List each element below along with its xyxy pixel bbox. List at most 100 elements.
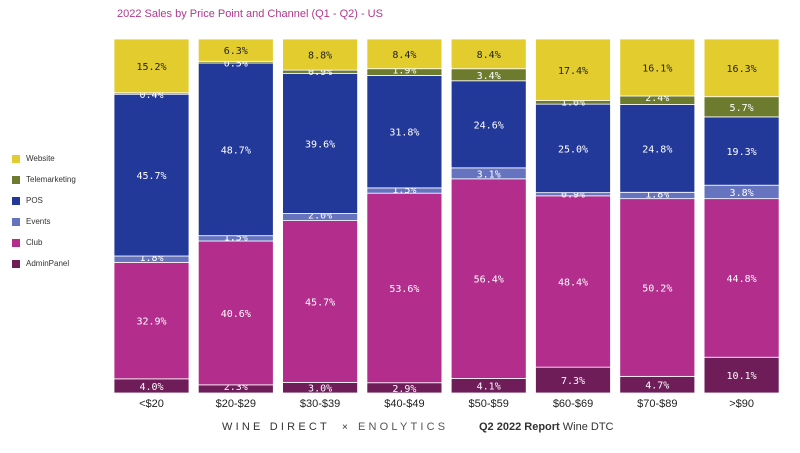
report-caption-bold: Q2 2022 Report <box>479 421 560 433</box>
bar-segment-club <box>703 198 780 358</box>
data-label-events: 1.5% <box>392 185 416 196</box>
data-label-telemarketing: 5.7% <box>730 103 754 114</box>
legend-item-club: Club <box>12 232 76 253</box>
data-label-club: 40.6% <box>221 309 251 320</box>
x-tick-label: $70-$89 <box>637 398 677 410</box>
legend-label-pos: POS <box>26 196 43 205</box>
bar-segment-club <box>282 220 359 383</box>
data-label-telemarketing: 1.0% <box>561 98 585 109</box>
data-label-club: 50.2% <box>642 284 672 295</box>
legend-swatch-events <box>12 217 20 226</box>
legend-item-website: Website <box>12 148 76 169</box>
times-separator: × <box>342 421 348 433</box>
bar-segment-pos <box>535 103 611 194</box>
bar-segment-adminpanel <box>703 356 780 394</box>
data-label-pos: 39.6% <box>305 139 335 150</box>
legend-item-pos: POS <box>12 190 76 211</box>
legend-swatch-telemarketing <box>12 175 20 184</box>
data-label-website: 6.3% <box>224 46 248 57</box>
data-label-adminpanel: 4.7% <box>645 381 669 392</box>
legend-swatch-pos <box>12 196 20 205</box>
data-label-website: 15.2% <box>136 62 166 73</box>
data-label-events: 3.8% <box>730 188 754 199</box>
data-label-club: 48.4% <box>558 278 588 289</box>
legend-label-events: Events <box>26 217 51 226</box>
data-label-pos: 19.3% <box>727 147 757 158</box>
x-tick-label: $60-$69 <box>553 398 593 410</box>
bar-segment-club <box>619 198 696 377</box>
data-label-events: 1.8% <box>645 189 669 200</box>
legend-label-website: Website <box>26 154 55 163</box>
legend-label-telemarketing: Telemarketing <box>26 175 76 184</box>
data-label-telemarketing: 3.4% <box>477 71 501 82</box>
data-label-pos: 48.7% <box>221 145 251 156</box>
data-label-adminpanel: 4.0% <box>139 382 163 393</box>
bar-segment-adminpanel <box>535 366 611 394</box>
data-label-website: 8.8% <box>308 51 332 62</box>
data-label-website: 8.4% <box>392 50 416 61</box>
enolytics-logo: ENOLYTICS <box>358 421 449 433</box>
x-tick-label: $20-$29 <box>216 398 256 410</box>
legend-label-adminpanel: AdminPanel <box>26 259 70 268</box>
data-label-adminpanel: 2.3% <box>224 382 248 393</box>
bar-segment-pos <box>282 72 359 214</box>
data-label-telemarketing: 2.4% <box>645 93 669 104</box>
winedirect-logo: WINE DIRECT <box>222 421 330 433</box>
data-label-events: 1.8% <box>139 253 163 264</box>
data-label-club: 56.4% <box>474 275 504 286</box>
bar-segment-website <box>113 38 190 94</box>
bar-segment-pos <box>703 116 780 186</box>
bar-segment-pos <box>450 80 527 169</box>
legend: Website Telemarketing POS Events Club Ad… <box>12 148 76 274</box>
bar-segment-pos <box>366 75 443 189</box>
data-label-pos: 24.8% <box>642 144 672 155</box>
report-caption: Q2 2022 Report Wine DTC <box>479 421 613 433</box>
data-label-pos: 31.8% <box>389 128 419 139</box>
report-caption-rest: Wine DTC <box>559 421 614 433</box>
data-label-events: 2.0% <box>308 211 332 222</box>
legend-item-adminpanel: AdminPanel <box>12 253 76 274</box>
data-label-events: 3.1% <box>477 169 501 180</box>
data-label-website: 16.3% <box>727 64 757 75</box>
legend-item-telemarketing: Telemarketing <box>12 169 76 190</box>
data-label-club: 32.9% <box>136 317 166 328</box>
x-tick-label: <$20 <box>139 398 164 410</box>
bar-segment-club <box>197 240 274 386</box>
x-tick-label: $40-$49 <box>384 398 424 410</box>
legend-swatch-club <box>12 238 20 247</box>
data-label-website: 17.4% <box>558 66 588 77</box>
data-label-adminpanel: 3.0% <box>308 384 332 395</box>
bar-segment-website <box>535 38 611 101</box>
legend-item-events: Events <box>12 211 76 232</box>
footer: WINE DIRECT × ENOLYTICS Q2 2022 Report W… <box>0 419 800 435</box>
x-tick-label: $50-$59 <box>469 398 509 410</box>
bar-segment-website <box>197 38 274 62</box>
bar-segment-website <box>282 38 359 71</box>
legend-swatch-website <box>12 154 20 163</box>
data-label-events: 0.9% <box>561 190 585 201</box>
bar-segment-club <box>366 192 443 384</box>
data-label-events: 1.5% <box>224 233 248 244</box>
legend-swatch-adminpanel <box>12 259 20 268</box>
x-tick-label: >$90 <box>729 398 754 410</box>
bar-segment-pos <box>113 93 190 257</box>
chart-title: 2022 Sales by Price Point and Channel (Q… <box>117 8 383 20</box>
data-label-pos: 25.0% <box>558 144 588 155</box>
bar-segment-website <box>703 38 780 98</box>
data-label-adminpanel: 10.1% <box>727 371 757 382</box>
data-label-website: 8.4% <box>477 50 501 61</box>
data-label-telemarketing: 1.9% <box>392 66 416 77</box>
data-label-telemarketing: 0.9% <box>308 67 332 78</box>
legend-label-club: Club <box>26 238 43 247</box>
data-label-club: 45.7% <box>305 298 335 309</box>
x-tick-label: $30-$39 <box>300 398 340 410</box>
bar-segment-website <box>366 38 443 70</box>
data-label-adminpanel: 2.9% <box>392 384 416 395</box>
data-label-adminpanel: 4.1% <box>477 382 501 393</box>
data-label-club: 53.6% <box>389 284 419 295</box>
bar-segment-website <box>450 38 527 70</box>
data-label-club: 44.8% <box>727 274 757 285</box>
data-label-telemarketing: 0.5% <box>224 58 248 69</box>
data-label-telemarketing: 0.4% <box>139 90 163 101</box>
